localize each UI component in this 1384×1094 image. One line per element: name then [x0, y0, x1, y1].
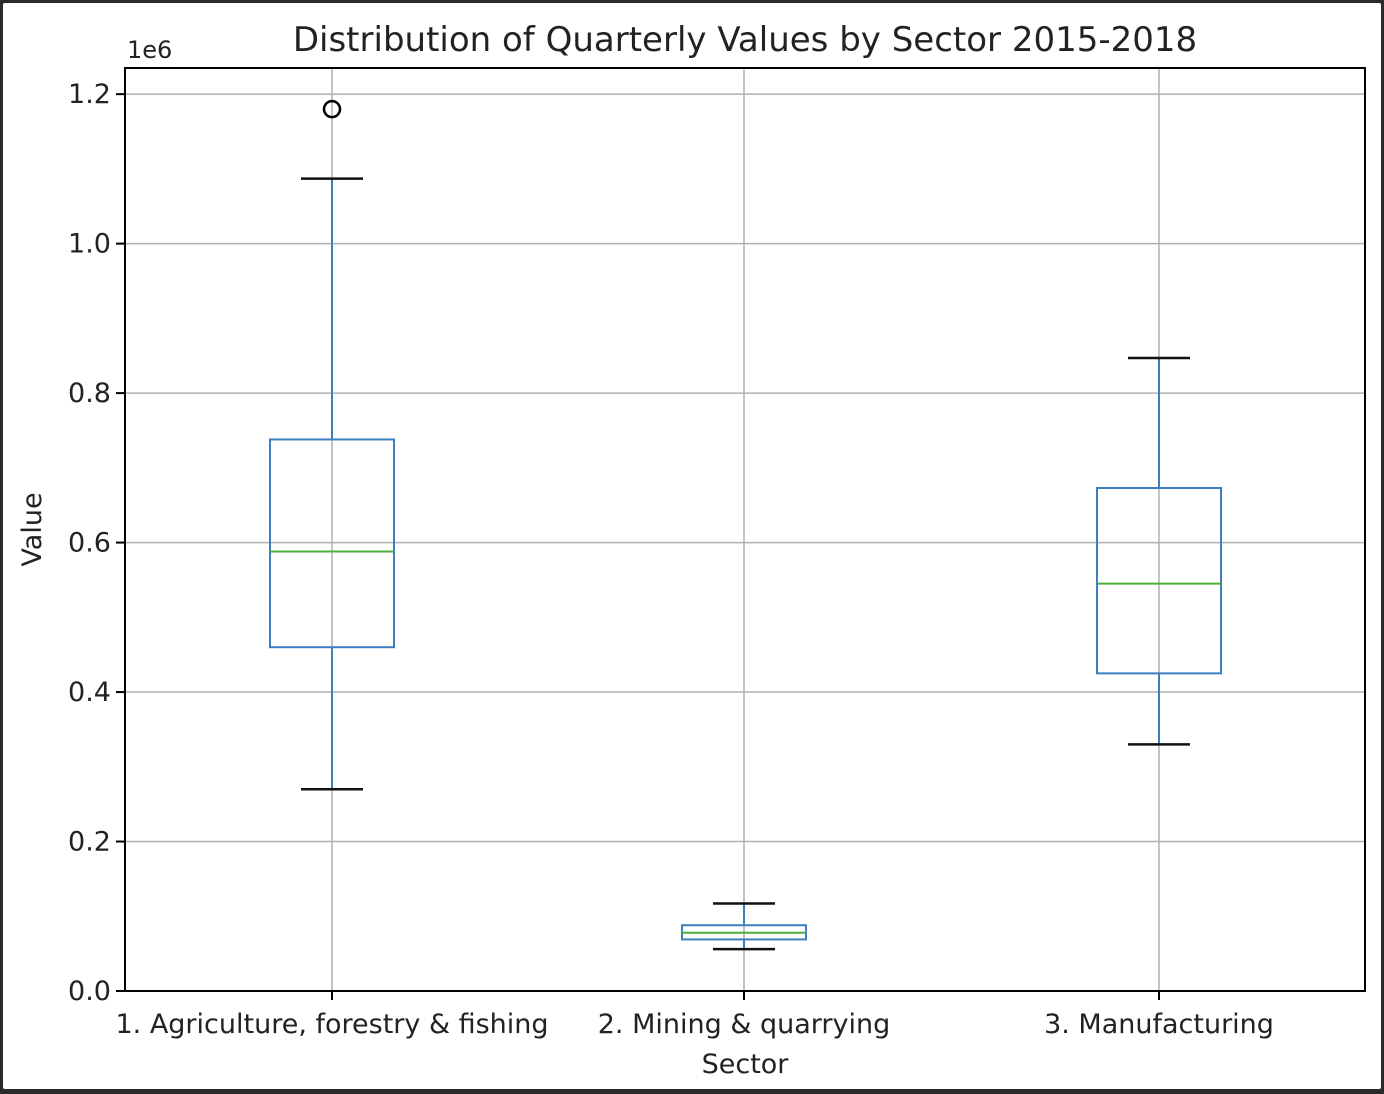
x-tick-label: 2. Mining & quarrying — [598, 1009, 890, 1040]
box-group — [1096, 356, 1222, 746]
y-tick-label: 0.6 — [68, 528, 111, 559]
tick-layer: 0.0 0.2 0.4 0.6 0.8 1.0 1.2 1. Agriculture, for… — [68, 79, 1274, 1040]
iqr-box — [1096, 487, 1222, 675]
x-axis-label: Sector — [702, 1049, 790, 1080]
grid-layer — [125, 68, 1365, 992]
y-tick-label: 0.2 — [68, 827, 111, 858]
plot-frame — [124, 67, 1366, 992]
figure-canvas: 0.0 0.2 0.4 0.6 0.8 1.0 1.2 1. Agriculture, for… — [3, 3, 1381, 1089]
y-tick-label: 1.0 — [68, 229, 111, 260]
box-group — [681, 902, 807, 951]
box-layer — [269, 99, 1222, 951]
y-axis-offset-label: 1e6 — [127, 36, 172, 64]
iqr-box — [269, 438, 395, 649]
x-tick-label: 3. Manufacturing — [1044, 1009, 1274, 1040]
y-tick-label: 0.0 — [68, 976, 111, 1007]
y-tick-label: 0.4 — [68, 677, 111, 708]
box-plot-chart: 0.0 0.2 0.4 0.6 0.8 1.0 1.2 1. Agriculture, for… — [17, 20, 1366, 1080]
y-axis-label: Value — [17, 492, 48, 566]
box-group — [269, 99, 395, 791]
chart-title: Distribution of Quarterly Values by Sect… — [293, 20, 1197, 60]
y-tick-label: 0.8 — [68, 378, 111, 409]
x-tick-label: 1. Agriculture, forestry & fishing — [115, 1009, 548, 1040]
y-tick-label: 1.2 — [68, 79, 111, 110]
outlier-point — [322, 99, 342, 119]
